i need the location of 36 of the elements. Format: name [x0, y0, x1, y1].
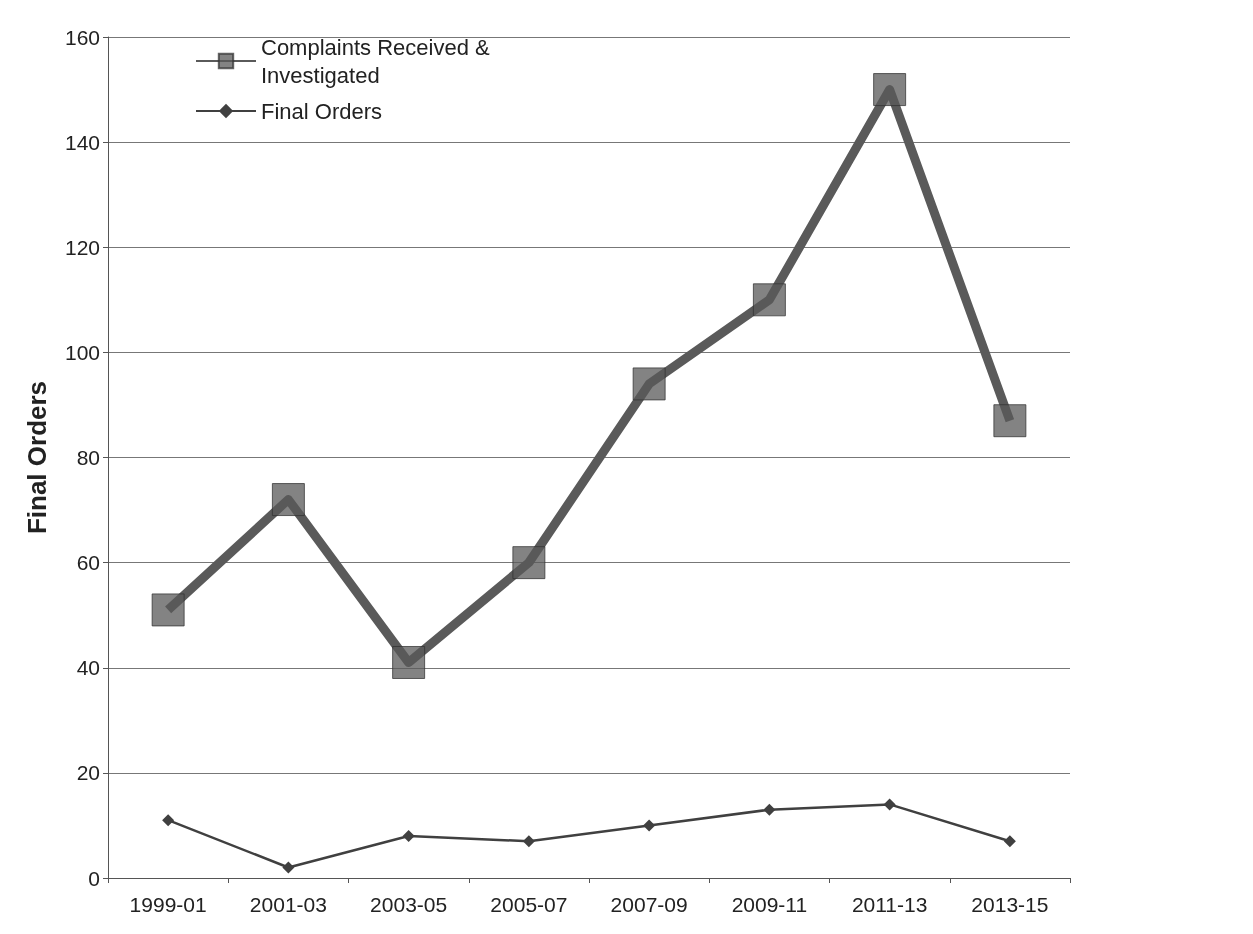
y-tick-label: 60 — [76, 551, 100, 575]
y-tick-label: 80 — [76, 446, 100, 469]
y-tick-label: 160 — [64, 25, 100, 49]
point — [271, 483, 305, 517]
point — [522, 835, 535, 848]
point — [162, 814, 175, 827]
y-tick-label: 140 — [64, 130, 100, 154]
x-tick-label: 2001-03 — [249, 893, 327, 916]
legend-label: Complaints Received & Investigated — [261, 34, 496, 88]
point — [282, 861, 295, 874]
point — [883, 798, 896, 811]
point — [392, 645, 426, 679]
point — [402, 829, 415, 842]
x-tick-label: 2009-11 — [731, 893, 808, 916]
y-tick-label: 20 — [76, 761, 100, 785]
y-tick-label: 40 — [76, 656, 100, 680]
y-axis-title: Final Orders — [22, 380, 52, 535]
x-tick-label: 2011-13 — [851, 893, 928, 916]
point — [151, 593, 185, 627]
legend-label: Final Orders — [261, 98, 383, 124]
x-tick-label: 2013-15 — [971, 893, 1049, 916]
point — [512, 546, 546, 580]
point — [643, 819, 656, 832]
x-tick-label: 1999-01 — [129, 893, 207, 916]
y-tick-label: 120 — [64, 235, 100, 259]
point — [993, 404, 1027, 438]
point — [873, 73, 907, 107]
x-tick-label: 2005-07 — [490, 893, 568, 916]
point — [752, 283, 786, 317]
x-tick-label: 2003-05 — [370, 893, 448, 916]
y-tick-label: 100 — [64, 340, 100, 364]
x-tick-label: 2007-09 — [610, 893, 688, 916]
point — [1003, 835, 1016, 848]
point — [632, 367, 666, 401]
point — [763, 803, 776, 816]
y-tick-label: 0 — [88, 866, 100, 890]
